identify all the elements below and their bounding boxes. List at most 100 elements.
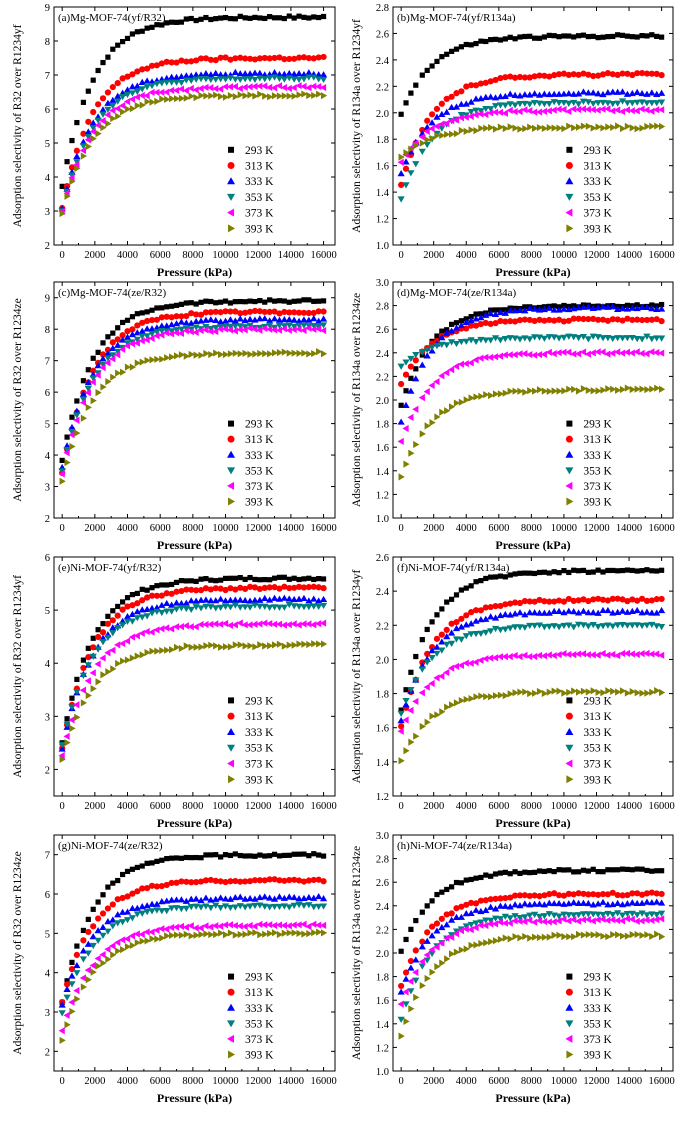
data-point bbox=[193, 301, 199, 307]
x-axis-label: Pressure (kPa) bbox=[495, 538, 570, 552]
data-point bbox=[565, 595, 572, 603]
data-point bbox=[526, 901, 534, 908]
data-point bbox=[488, 574, 494, 580]
data-point bbox=[491, 920, 499, 928]
data-point bbox=[448, 916, 456, 923]
data-point bbox=[507, 690, 514, 698]
data-point bbox=[565, 912, 573, 919]
legend-marker bbox=[227, 1003, 236, 1011]
data-point bbox=[423, 127, 430, 135]
data-point bbox=[590, 931, 597, 939]
data-point bbox=[511, 108, 518, 116]
data-point bbox=[256, 326, 263, 334]
data-point bbox=[397, 418, 405, 425]
data-point bbox=[609, 595, 616, 602]
data-point bbox=[443, 921, 451, 928]
data-point bbox=[188, 855, 194, 861]
data-point bbox=[629, 567, 635, 574]
data-point bbox=[237, 930, 244, 939]
data-point bbox=[452, 103, 461, 110]
legend-label: 313 K bbox=[245, 987, 274, 999]
data-point bbox=[164, 646, 171, 654]
data-point bbox=[311, 640, 318, 648]
data-point bbox=[614, 622, 622, 629]
data-point bbox=[468, 694, 475, 703]
data-point bbox=[143, 909, 151, 916]
data-point bbox=[449, 48, 455, 54]
data-point bbox=[629, 316, 636, 324]
data-point bbox=[595, 868, 601, 875]
data-point bbox=[585, 33, 591, 40]
data-point bbox=[291, 349, 298, 357]
y-tick-label: 5 bbox=[45, 606, 50, 617]
data-point bbox=[139, 66, 146, 73]
data-point bbox=[628, 650, 635, 658]
legend-label: 313 K bbox=[245, 434, 274, 446]
y-tick-label: 3.0 bbox=[376, 831, 389, 842]
series-373k bbox=[397, 105, 665, 166]
data-point bbox=[482, 615, 490, 622]
data-point bbox=[496, 352, 504, 360]
data-point bbox=[290, 325, 297, 334]
panel-title: (b)Mg-MOF-74(yf/R134a) bbox=[397, 12, 516, 24]
data-point bbox=[59, 477, 66, 485]
data-point bbox=[648, 899, 656, 906]
data-point bbox=[168, 86, 175, 94]
data-point bbox=[148, 316, 156, 324]
data-point bbox=[653, 609, 661, 616]
data-point bbox=[267, 577, 273, 583]
data-point bbox=[540, 101, 548, 108]
data-point bbox=[123, 935, 131, 943]
data-point bbox=[68, 981, 76, 988]
data-point bbox=[202, 894, 210, 901]
data-point bbox=[217, 894, 225, 901]
data-point bbox=[231, 621, 238, 629]
data-point bbox=[173, 579, 180, 586]
data-point bbox=[654, 384, 661, 392]
data-point bbox=[192, 328, 199, 336]
data-point bbox=[182, 72, 190, 79]
data-point bbox=[600, 869, 606, 875]
data-point bbox=[138, 91, 145, 100]
data-point bbox=[643, 70, 651, 77]
data-point bbox=[540, 350, 547, 358]
data-point bbox=[114, 641, 121, 649]
data-point bbox=[178, 301, 185, 307]
data-point bbox=[594, 623, 602, 631]
data-point bbox=[315, 584, 322, 591]
data-point bbox=[589, 609, 597, 616]
data-point bbox=[159, 934, 166, 942]
data-point bbox=[402, 1001, 410, 1008]
x-tick-label: 6000 bbox=[150, 801, 171, 812]
data-point bbox=[212, 922, 219, 930]
data-point bbox=[222, 54, 229, 61]
data-point bbox=[296, 298, 302, 304]
data-point bbox=[463, 41, 469, 48]
data-point bbox=[285, 904, 293, 911]
data-point bbox=[99, 355, 107, 362]
data-point bbox=[624, 33, 631, 39]
data-point bbox=[448, 327, 456, 334]
data-point bbox=[262, 350, 269, 358]
data-point bbox=[197, 311, 205, 318]
data-point bbox=[286, 576, 292, 582]
data-point bbox=[241, 895, 249, 902]
data-point bbox=[585, 569, 591, 575]
data-point bbox=[158, 609, 166, 617]
data-point bbox=[623, 106, 631, 114]
data-point bbox=[658, 624, 666, 631]
data-point bbox=[438, 939, 445, 947]
data-point bbox=[68, 965, 76, 973]
data-point bbox=[295, 309, 303, 316]
data-point bbox=[444, 955, 451, 963]
data-point bbox=[246, 324, 253, 332]
data-point bbox=[105, 54, 111, 60]
data-point bbox=[271, 851, 278, 857]
data-point bbox=[178, 931, 186, 939]
data-point bbox=[472, 82, 480, 89]
data-point bbox=[183, 300, 189, 306]
data-point bbox=[472, 356, 479, 364]
data-point bbox=[473, 393, 480, 401]
data-point bbox=[407, 363, 415, 370]
data-point bbox=[310, 876, 317, 884]
